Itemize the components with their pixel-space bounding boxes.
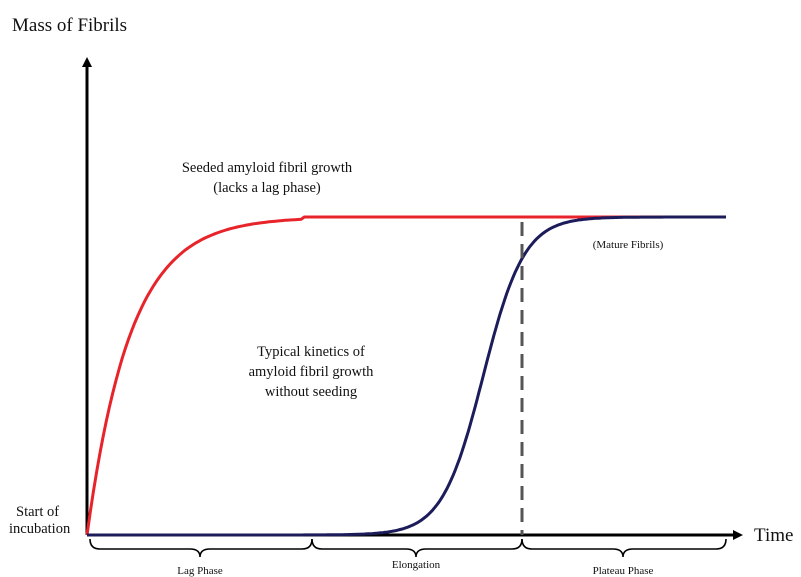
elongation-brace — [311, 538, 523, 558]
typical-label-line1: Typical kinetics of — [257, 344, 365, 360]
origin-label-line1: Start of — [16, 504, 59, 520]
lag-phase-brace — [89, 538, 313, 558]
y-axis-label: Mass of Fibrils — [12, 15, 127, 36]
x-axis-label: Time — [754, 525, 793, 546]
seeded-growth-curve — [85, 215, 726, 536]
mature-fibrils-label: (Mature Fibrils) — [593, 239, 664, 251]
phase-label-plateau: Plateau Phase — [593, 565, 654, 577]
origin-label-line2: incubation — [9, 521, 71, 537]
seeded-label-line2: (lacks a lag phase) — [213, 180, 321, 196]
typical-label-line3: without seeding — [265, 384, 357, 400]
typical-growth-curve — [87, 215, 726, 537]
phase-label-lag: Lag Phase — [177, 565, 223, 577]
phase-label-elongation: Elongation — [392, 559, 441, 571]
typical-label-line2: amyloid fibril growth — [249, 364, 375, 380]
plateau-phase-brace — [521, 538, 727, 558]
seeded-label-line1: Seeded amyloid fibril growth — [182, 160, 353, 176]
